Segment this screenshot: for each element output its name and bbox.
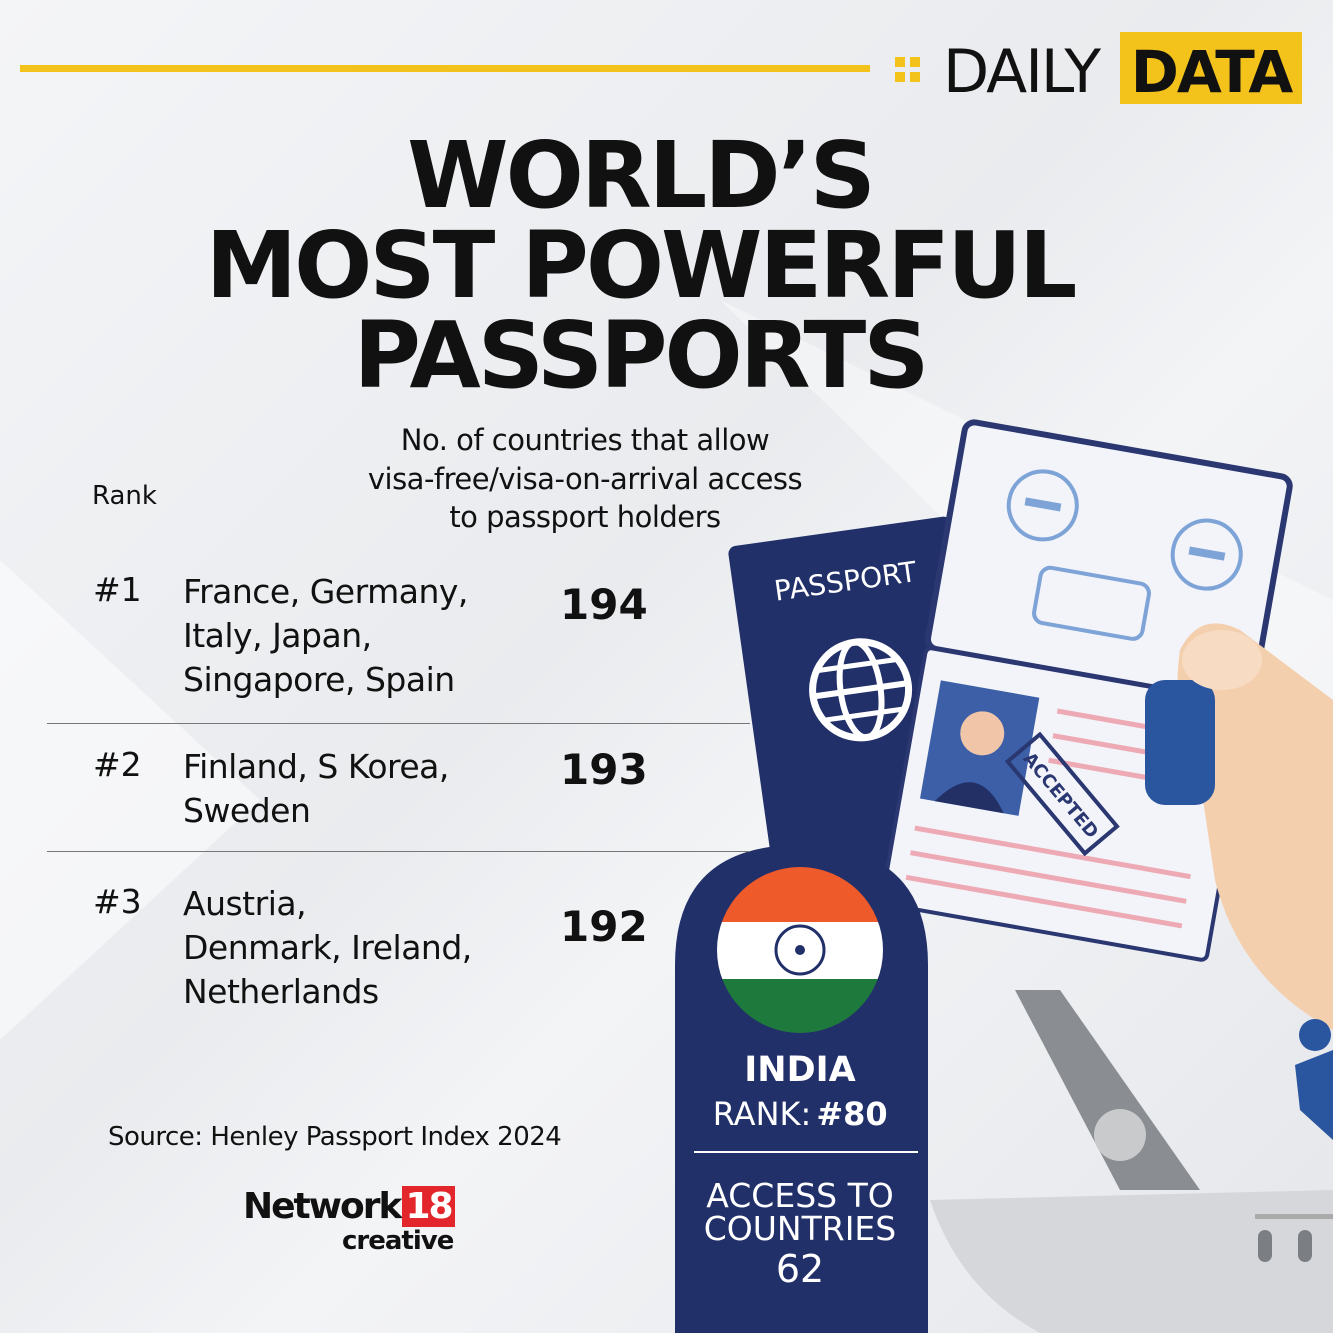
separator [47,851,750,852]
countries: Sweden [183,791,311,830]
countries: Italy, Japan, [183,616,372,655]
countries: Austria, [183,884,307,923]
decoration [910,72,920,82]
subtitle: visa-free/visa-on-arrival access [367,462,803,496]
source: Source: Henley Passport Index 2024 [108,1122,562,1152]
decoration [1024,497,1062,512]
value: 192 [560,902,648,951]
decoration [20,65,870,72]
decoration [1255,1214,1333,1219]
india-access: 62 [776,1247,824,1291]
india-rank-label: RANK: [713,1095,812,1133]
decoration [910,850,1187,904]
header-label: DAILY [943,37,1101,107]
decoration [1258,1230,1272,1262]
decoration [1170,518,1243,591]
decoration [1182,630,1262,690]
decoration [1295,1050,1333,1140]
subtitle: No. of countries that allow [400,423,770,457]
rank: #2 [93,745,142,784]
decoration [905,874,1183,929]
countries: Netherlands [183,972,379,1011]
decoration [774,924,826,976]
countries: France, Germany, [183,572,468,611]
logo-sub: creative [342,1226,454,1256]
value: 193 [560,745,648,794]
logo: Network 18 [243,1186,455,1227]
countries: Denmark, Ireland, [183,928,472,967]
decoration [895,72,905,82]
decoration [1032,565,1151,641]
decoration [1188,546,1226,561]
logo-name: Network [243,1186,402,1227]
decoration [0,560,260,1040]
decoration [822,706,907,723]
decoration [1006,469,1079,542]
separator [47,723,750,724]
decoration [930,1190,1333,1333]
decoration [895,57,905,67]
value: 194 [560,580,648,629]
decoration [934,782,1004,814]
rank: #1 [93,570,142,609]
india-access-label: ACCESS TO [706,1176,893,1215]
rank: #3 [93,882,142,921]
decoration [1299,1019,1331,1051]
decoration [910,57,920,67]
decoration [1177,623,1333,1030]
title: MOST POWERFUL [205,212,1078,319]
logo-number: 18 [402,1186,455,1227]
decoration [1004,731,1120,857]
decoration [1298,1230,1312,1262]
decoration [1015,990,1200,1190]
decoration [1094,1109,1146,1161]
india-access-label: COUNTRIES [704,1209,896,1248]
india-rank: #80 [816,1095,887,1133]
decoration [960,711,1005,756]
countries: Singapore, Spain [183,660,455,699]
rank-header: Rank [92,481,157,511]
decoration [812,680,909,700]
title: PASSPORTS [353,302,930,409]
decoration [1120,32,1302,104]
decoration [795,945,805,955]
india-name: INDIA [744,1050,855,1090]
title: WORLD’S [407,122,876,229]
decoration [1145,680,1215,805]
countries: Finland, S Korea, [183,747,449,786]
subtitle: to passport holders [449,500,721,534]
header-label: DATA [1131,38,1294,106]
decoration [815,656,900,674]
decoration [914,825,1191,880]
